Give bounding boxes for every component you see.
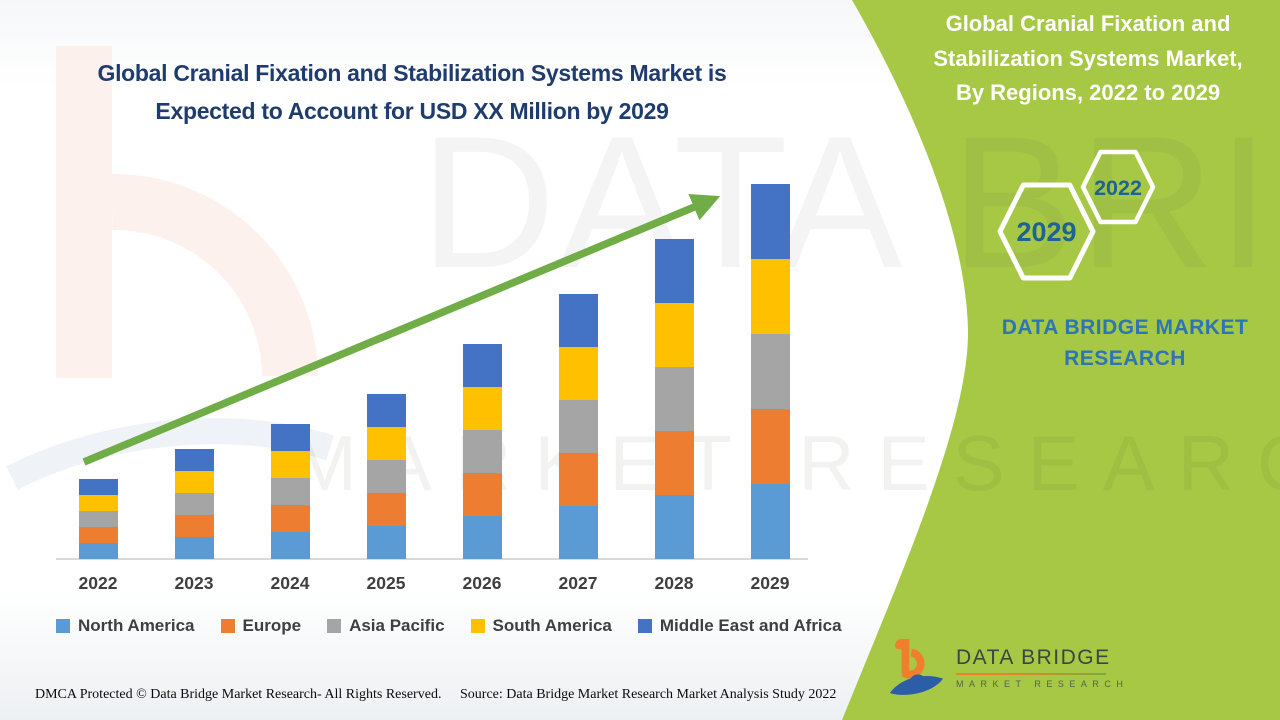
x-axis-label-2027: 2027 <box>558 573 598 593</box>
bar-segment-europe <box>558 453 598 506</box>
logo-divider <box>956 672 1106 675</box>
bar-segment-middle-east-and-africa <box>750 184 790 259</box>
bar-segment-south-america <box>462 387 502 430</box>
bar-segment-asia-pacific <box>78 511 118 527</box>
dmca-notice: DMCA Protected © Data Bridge Market Rese… <box>35 687 442 702</box>
bar-segment-north-america <box>366 526 406 559</box>
bar-segment-middle-east-and-africa <box>558 294 598 347</box>
bar-segment-north-america <box>174 537 214 559</box>
bar-segment-asia-pacific <box>462 430 502 473</box>
logo-tagline: MARKET RESEARCH <box>956 678 1129 689</box>
x-axis-label-2024: 2024 <box>270 573 310 593</box>
bar-segment-asia-pacific <box>654 367 694 431</box>
bar-segment-europe <box>174 515 214 537</box>
x-axis-label-2025: 2025 <box>366 573 406 593</box>
x-axis-label-2023: 2023 <box>174 573 214 593</box>
bar-segment-europe <box>462 473 502 516</box>
bar-segment-middle-east-and-africa <box>366 394 406 427</box>
legend: North America Europe Asia Pacific South Ame… <box>56 616 842 636</box>
legend-label: North America <box>78 616 195 635</box>
side-panel-title-line3: By Regions, 2022 to 2029 <box>955 80 1221 105</box>
bar-segment-europe <box>270 505 310 532</box>
bar-segment-south-america <box>750 259 790 334</box>
legend-label: Middle East and Africa <box>659 616 842 635</box>
bar-segment-south-america <box>270 451 310 478</box>
bar-segment-middle-east-and-africa <box>78 479 118 495</box>
stacked-bar-2022 <box>78 479 118 559</box>
stacked-bar-2029 <box>750 184 790 559</box>
bar-segment-north-america <box>558 506 598 559</box>
side-panel-title: Global Cranial Fixation and Stabilizatio… <box>900 7 1276 111</box>
legend-item-middle-east-and-africa: Middle East and Africa <box>637 616 842 636</box>
stacked-bar-2028 <box>654 239 694 559</box>
bar-chart: 2022 2023 2024 2025 2026 2027 2028 2029 <box>56 160 808 593</box>
legend-swatch <box>220 619 235 633</box>
stacked-bar-2025 <box>366 394 406 559</box>
bar-segment-north-america <box>78 543 118 559</box>
bar-segment-middle-east-and-africa <box>462 344 502 387</box>
bar-segment-south-america <box>366 427 406 460</box>
stacked-bar-2026 <box>462 344 502 559</box>
legend-item-south-america: South America <box>470 616 612 636</box>
logo-b-stem <box>901 638 910 674</box>
bar-segment-asia-pacific <box>750 334 790 409</box>
bar-segment-middle-east-and-africa <box>174 449 214 471</box>
logo-b-hook <box>895 638 902 650</box>
bar-segment-middle-east-and-africa <box>654 239 694 303</box>
bar-segment-europe <box>78 527 118 543</box>
legend-item-asia-pacific: Asia Pacific <box>327 616 445 636</box>
legend-item-europe: Europe <box>220 616 302 636</box>
bar-segment-south-america <box>654 303 694 367</box>
bar-segment-asia-pacific <box>558 400 598 453</box>
company-logo: DATA BRIDGE MARKET RESEARCH <box>888 634 1128 700</box>
legend-swatch <box>470 619 485 633</box>
legend-swatch <box>327 619 342 633</box>
x-axis-label-2029: 2029 <box>750 573 790 593</box>
bar-segment-north-america <box>750 484 790 559</box>
bar-segment-europe <box>366 493 406 526</box>
legend-label: Europe <box>242 616 302 635</box>
logo-text: DATA BRIDGE MARKET RESEARCH <box>956 646 1128 689</box>
chart-title-line1: Global Cranial Fixation and Stabilizatio… <box>97 60 727 86</box>
bar-segment-south-america <box>558 347 598 400</box>
x-axis-label-2022: 2022 <box>78 573 118 593</box>
bar-segment-europe <box>750 409 790 484</box>
bar-segment-north-america <box>654 495 694 559</box>
brand-wordmark-line2: RESEARCH <box>1064 347 1186 370</box>
bar-segment-middle-east-and-africa <box>270 424 310 451</box>
stacked-bar-2024 <box>270 424 310 559</box>
legend-swatch <box>637 619 652 633</box>
legend-label: Asia Pacific <box>349 616 445 635</box>
legend-label: South America <box>492 616 612 635</box>
chart-title: Global Cranial Fixation and Stabilizatio… <box>62 54 762 130</box>
bar-segment-north-america <box>462 516 502 559</box>
x-axis-line <box>56 558 808 560</box>
x-axis-label-2028: 2028 <box>654 573 694 593</box>
bar-segment-asia-pacific <box>270 478 310 505</box>
bar-segment-north-america <box>270 532 310 559</box>
side-panel-title-line2: Stabilization Systems Market, <box>933 45 1243 71</box>
legend-item-north-america: North America <box>56 616 195 636</box>
brand-wordmark: DATA BRIDGE MARKET RESEARCH <box>960 312 1280 374</box>
source-note: Source: Data Bridge Market Research Mark… <box>460 687 837 702</box>
legend-swatch <box>56 619 70 633</box>
bar-segment-south-america <box>174 471 214 493</box>
bar-segment-south-america <box>78 495 118 511</box>
chart-title-line2: Expected to Account for USD XX Million b… <box>155 98 669 124</box>
stacked-bar-2027 <box>558 294 598 559</box>
bar-segment-asia-pacific <box>366 460 406 493</box>
bar-segment-asia-pacific <box>174 493 214 515</box>
logo-name: DATA BRIDGE <box>956 645 1111 669</box>
x-axis-label-2026: 2026 <box>462 573 502 593</box>
data-bridge-logo-icon <box>889 638 944 695</box>
brand-wordmark-line1: DATA BRIDGE MARKET <box>1001 316 1249 339</box>
stacked-bar-2023 <box>174 449 214 559</box>
side-panel-title-line1: Global Cranial Fixation and <box>945 11 1231 36</box>
bar-segment-europe <box>654 431 694 495</box>
